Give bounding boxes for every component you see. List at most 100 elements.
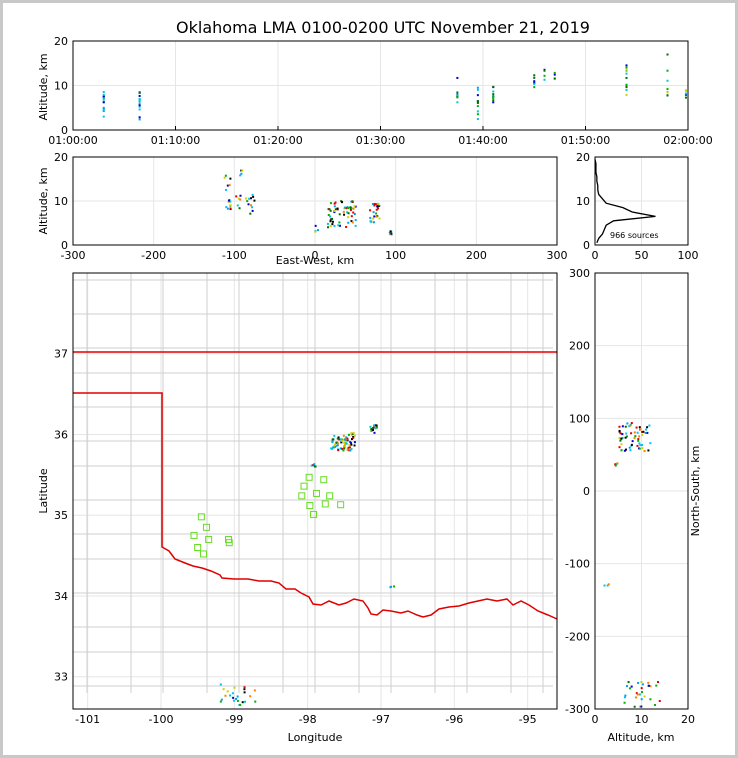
source-point [638,426,641,429]
source-point [314,465,317,468]
source-point [625,448,628,451]
plan-view-marks [219,424,396,706]
source-point [332,446,335,449]
source-point [377,204,380,207]
source-point [338,213,341,216]
source-point [239,703,242,706]
source-point [239,198,242,201]
source-point [640,691,643,694]
source-point [684,93,687,96]
source-point [346,448,349,451]
source-point [243,691,246,694]
source-point [630,443,633,446]
source-point [329,215,332,218]
source-point [333,210,336,213]
county-border-line [72,345,553,349]
station-marker [190,531,198,539]
source-point [606,584,609,587]
time-tick-label: 02:00:00 [663,134,712,147]
county-border-line [387,272,392,693]
source-point [226,207,229,210]
latitude-tick-label: 37 [54,348,68,361]
source-point [350,215,353,218]
source-point [138,98,141,101]
source-point [369,425,372,428]
source-point [341,201,344,204]
hist-alt-tick-label: 20 [576,151,590,164]
source-point [641,447,644,450]
source-point [229,694,232,697]
source-point [637,439,640,442]
source-point [327,226,330,229]
source-point [138,102,141,105]
source-point [666,69,669,72]
county-border-line [355,272,360,693]
source-point [343,438,346,441]
source-point [346,437,349,440]
source-point [337,442,340,445]
source-point [345,442,348,445]
east-west-xlabel: East-West, km [276,254,354,267]
county-border-line [311,272,316,693]
source-point [456,91,459,94]
source-point [350,433,353,436]
source-point [243,688,246,691]
county-border-line [203,272,208,693]
source-point [625,93,628,96]
source-point [329,225,332,228]
plan-view-xlabel: Longitude [288,731,343,744]
time-tick-label: 01:40:00 [458,134,507,147]
ns-tick-label: 100 [569,412,590,425]
source-point [329,219,332,222]
source-point [241,701,244,704]
source-point [631,440,634,443]
source-point [329,209,332,212]
source-point [253,689,256,692]
east-west-ticks: -300 -200 -100 0 100 200 300 0 10 20 [54,151,568,262]
source-point [342,449,345,452]
source-point [223,176,226,179]
source-point [629,424,632,427]
source-point [647,681,650,684]
source-point [250,197,253,200]
source-point [226,690,229,693]
source-point [220,698,223,701]
source-point [350,448,353,451]
source-point [102,93,105,96]
county-border-line [159,272,164,693]
source-point [102,97,105,100]
source-point [456,94,459,97]
plan-view-ylabel: Latitude [37,468,50,514]
station-marker [194,544,202,552]
source-point [640,444,643,447]
source-point [314,224,317,227]
source-point [641,683,644,686]
source-point [492,93,495,96]
source-point [625,66,628,69]
source-point [336,437,339,440]
source-point [375,208,378,211]
county-border-line [539,272,544,693]
longitude-tick-label: -97 [372,713,390,726]
figure: Oklahoma LMA 0100-0200 UTC November 21, … [3,3,735,755]
longitude-tick-label: -98 [299,713,317,726]
source-point [333,205,336,208]
source-point [238,207,241,210]
county-border-line [72,463,553,467]
source-point [476,86,479,89]
source-point [619,432,622,435]
source-point [350,220,353,223]
north-south-ticks: 0 10 20 -300 -200 -100 0 100 200 300 [565,267,695,726]
source-point [533,74,536,77]
station-marker [225,539,233,547]
source-point [329,202,332,205]
county-border-line [72,404,553,408]
source-point [333,224,336,227]
source-point [102,115,105,118]
source-point [476,101,479,104]
source-point [636,444,639,447]
source-point [333,202,336,205]
source-point [492,95,495,98]
source-point [240,172,243,175]
county-border-line [72,438,553,442]
